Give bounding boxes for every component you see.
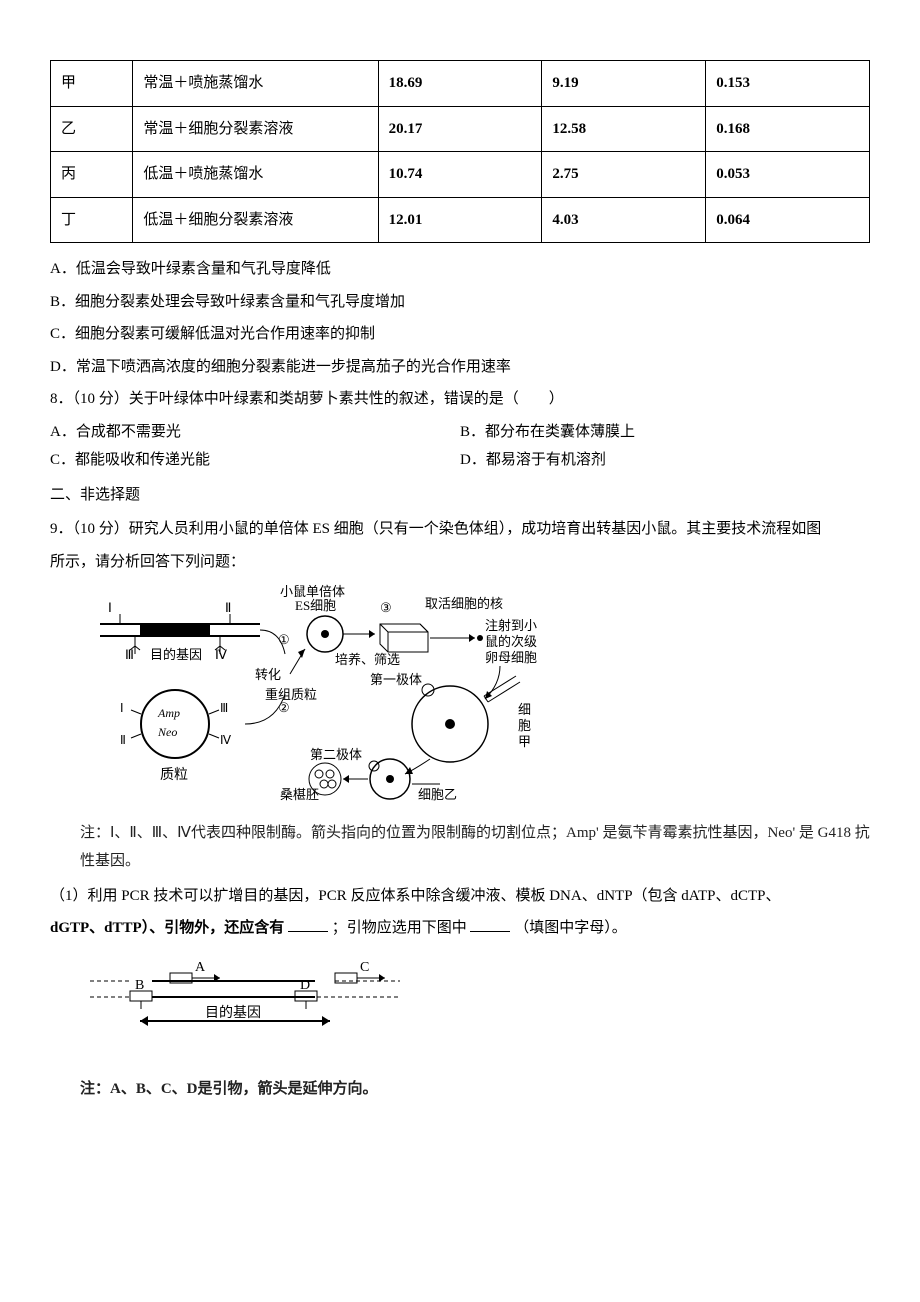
label-I: Ⅰ [108, 600, 112, 615]
inject-label-3: 卵母细胞 [485, 650, 537, 665]
cell-label: 乙 [51, 106, 133, 152]
q8-option-a: A．合成都不需要光 [50, 418, 460, 447]
primer-D: D [300, 978, 310, 993]
q8-option-b: B．都分布在类囊体薄膜上 [460, 418, 870, 447]
q9-sub1-line1: （1）利用 PCR 技术可以扩增目的基因，PCR 反应体系中除含缓冲液、模板 D… [50, 882, 870, 911]
cell-label: 丙 [51, 152, 133, 198]
plasmid-I: Ⅰ [120, 701, 124, 715]
recomb-label: 重组质粒 [265, 687, 317, 702]
cell-v3: 0.168 [706, 106, 870, 152]
plasmid-label: 质粒 [160, 767, 188, 783]
table-body: 甲 常温＋喷施蒸馏水 18.69 9.19 0.153 乙 常温＋细胞分裂素溶液… [51, 61, 870, 243]
primer-A: A [195, 960, 206, 975]
cell-v1: 18.69 [378, 61, 542, 107]
q9-sub1-c: ；引物应选用下图中 [332, 920, 467, 936]
dna-bar: Ⅰ Ⅱ Ⅲ Ⅳ 目的基因 [100, 600, 260, 662]
q9-sub1-d: （填图中字母）。 [514, 920, 627, 936]
q9-diagram: Ⅰ Ⅱ Ⅲ Ⅳ 目的基因 Amp Neo Ⅰ Ⅱ Ⅲ Ⅳ 质粒 [80, 584, 870, 876]
es-top: 小鼠单倍体 [280, 584, 345, 599]
primer-note: 注：A、B、C、D是引物，箭头是延伸方向。 [80, 1075, 870, 1104]
arrow-inject: 注射到小 鼠的次级 卵母细胞 [430, 618, 537, 665]
target-label: 目的基因 [205, 1004, 261, 1021]
cell-treatment: 常温＋喷施蒸馏水 [133, 61, 378, 107]
q8-options-row1: A．合成都不需要光 B．都分布在类囊体薄膜上 [50, 418, 870, 447]
option-b: B．细胞分裂素处理会导致叶绿素含量和气孔导度增加 [50, 288, 870, 317]
num2: ② [278, 700, 290, 715]
plasmid-II: Ⅱ [120, 733, 126, 747]
plasmid: Amp Neo Ⅰ Ⅱ Ⅲ Ⅳ 质粒 [120, 690, 231, 783]
cell-v2: 9.19 [542, 61, 706, 107]
cell-v1: 20.17 [378, 106, 542, 152]
cell-v2: 4.03 [542, 197, 706, 243]
label-III: Ⅲ [125, 647, 134, 662]
take-label: 取活细胞的核 [425, 596, 503, 611]
oocyte: 第一极体 细 胞 甲 [370, 666, 531, 762]
cell-label: 丁 [51, 197, 133, 243]
option-c: C．细胞分裂素可缓解低温对光合作用速率的抑制 [50, 320, 870, 349]
plasmid-IV: Ⅳ [220, 733, 231, 747]
section-heading: 二、非选择题 [50, 481, 870, 510]
label-IV: Ⅳ [215, 647, 227, 662]
primer-C: C [360, 960, 369, 975]
table-row: 丁 低温＋细胞分裂素溶液 12.01 4.03 0.064 [51, 197, 870, 243]
cell-v2: 12.58 [542, 106, 706, 152]
table-row: 甲 常温＋喷施蒸馏水 18.69 9.19 0.153 [51, 61, 870, 107]
cell-v3: 0.064 [706, 197, 870, 243]
label-II: Ⅱ [225, 600, 231, 615]
polar1-label: 第一极体 [370, 672, 422, 687]
arrow-es-box: 培养、筛选 [335, 630, 400, 667]
option-a: A．低温会导致叶绿素含量和气孔导度降低 [50, 255, 870, 284]
cell-treatment: 低温＋喷施蒸馏水 [133, 152, 378, 198]
option-d: D．常温下喷洒高浓度的细胞分裂素能进一步提高茄子的光合作用速率 [50, 353, 870, 382]
primer-svg: A B C D 目的基因 [80, 951, 420, 1061]
q8-options-row2: C．都能吸收和传递光能 D．都易溶于有机溶剂 [50, 446, 870, 475]
cellA-1: 细 [518, 702, 531, 717]
cell-v3: 0.053 [706, 152, 870, 198]
treatment-table: 甲 常温＋喷施蒸馏水 18.69 9.19 0.153 乙 常温＋细胞分裂素溶液… [50, 60, 870, 243]
plasmid-III: Ⅲ [220, 701, 228, 715]
es-label: ES细胞 [295, 598, 336, 613]
cell-treatment: 常温＋细胞分裂素溶液 [133, 106, 378, 152]
num1: ① [278, 632, 290, 647]
q9-stem-line1: 9．（10 分）研究人员利用小鼠的单倍体 ES 细胞（只有一个染色体组），成功培… [50, 515, 870, 544]
inject-label-2: 鼠的次级 [485, 634, 537, 649]
amp-label: Amp [157, 706, 180, 720]
q8-option-c: C．都能吸收和传递光能 [50, 446, 460, 475]
cell-v3: 0.153 [706, 61, 870, 107]
q9-stem-line2: 所示，请分析回答下列问题： [50, 548, 870, 577]
table-row: 丙 低温＋喷施蒸馏水 10.74 2.75 0.053 [51, 152, 870, 198]
target-gene-label: 目的基因 [150, 647, 202, 662]
cellB-label: 细胞乙 [418, 787, 457, 802]
q9-sub1-a: （1）利用 PCR 技术可以扩增目的基因，PCR 反应体系中除含缓冲液、模板 D… [50, 888, 780, 904]
cell-v1: 10.74 [378, 152, 542, 198]
q9-sub1-b: dGTP、dTTP）、引物外，还应含有 [50, 920, 284, 936]
blank-2 [470, 917, 510, 932]
trans-label: 转化 [255, 667, 281, 682]
combine-arrows: ① ② 转化 重组质粒 [245, 630, 317, 724]
polar2-label: 第二极体 [310, 747, 362, 762]
inject-label-1: 注射到小 [485, 618, 537, 633]
cellA-3: 甲 [518, 734, 531, 749]
q9-diagram-note: 注：Ⅰ、Ⅱ、Ⅲ、Ⅳ代表四种限制酶。箭头指向的位置为限制酶的切割位点；Amp' 是… [80, 819, 870, 876]
cell-treatment: 低温＋细胞分裂素溶液 [133, 197, 378, 243]
cell-v2: 2.75 [542, 152, 706, 198]
cell-label: 甲 [51, 61, 133, 107]
cellA-2: 胞 [518, 718, 531, 733]
num3: ③ [380, 600, 392, 615]
blank-1 [288, 917, 328, 932]
primer-B: B [135, 978, 144, 993]
primer-diagram: A B C D 目的基因 注：A、B、C、D是引物，箭头是延伸方向。 [80, 951, 870, 1104]
table-row: 乙 常温＋细胞分裂素溶液 20.17 12.58 0.168 [51, 106, 870, 152]
q8-stem: 8．（10 分）关于叶绿体中叶绿素和类胡萝卜素共性的叙述，错误的是（ ） [50, 385, 870, 414]
q9-sub1-line2: dGTP、dTTP）、引物外，还应含有 ；引物应选用下图中 （填图中字母）。 [50, 914, 870, 943]
morula: 桑椹胚 [280, 763, 368, 802]
culture-label: 培养、筛选 [335, 652, 400, 667]
neo-label: Neo [157, 725, 177, 739]
flow-diagram-svg: Ⅰ Ⅱ Ⅲ Ⅳ 目的基因 Amp Neo Ⅰ Ⅱ Ⅲ Ⅳ 质粒 [80, 584, 580, 804]
morula-label: 桑椹胚 [280, 787, 319, 802]
cell-v1: 12.01 [378, 197, 542, 243]
q8-option-d: D．都易溶于有机溶剂 [460, 446, 870, 475]
